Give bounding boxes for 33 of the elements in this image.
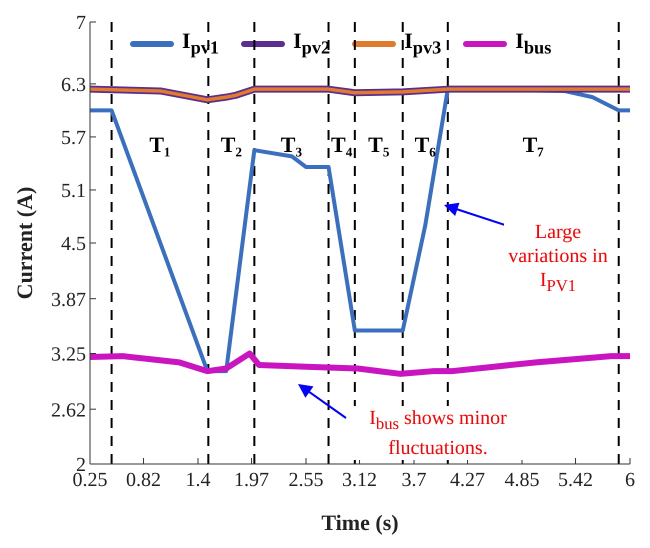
x-tick-label: 3.12 [342,469,378,492]
annotation: T₁ [149,132,171,157]
annotation: T₇ [522,132,544,157]
x-axis-title: Time (s) [321,510,399,535]
annotation: T₅ [368,132,390,157]
y-tick-label: 3.87 [51,288,86,311]
x-tick-label: 3.7 [402,469,426,492]
y-tick-label: 3.25 [51,344,86,366]
annotation: Large variations in I$_{PV1}$ [504,220,612,298]
legend-label: I$_{pv3}$ [404,27,442,60]
y-tick-label: 2.62 [51,399,86,422]
x-tick-label: 6 [625,469,635,492]
y-tick-label: 5.1 [61,180,86,202]
legend-label: I$_{pv2}$ [293,27,330,60]
legend-label: I$_{bus}$ [515,27,552,60]
annotation: I$_{bus}$ shows minor fluctuations. [348,406,528,460]
annotation: T₃ [280,132,302,157]
y-axis-title: Current (A) [12,186,37,300]
x-tick-label: 4.85 [504,469,540,492]
x-tick-label: 2.55 [288,469,324,492]
x-tick-label: 1.97 [234,469,270,492]
annotation: T₂ [220,132,242,157]
y-tick-label: 7 [76,12,86,34]
annotation: T₄ [331,132,353,157]
x-tick-label: 4.27 [450,469,486,492]
y-tick-label: 5.7 [61,127,86,150]
y-tick-label: 6.3 [61,74,86,96]
x-tick-label: 5.42 [558,469,594,492]
legend-label: I$_{pv1}$ [182,27,220,60]
annotation: T₆ [414,132,436,157]
y-tick-label: 4.5 [61,233,86,256]
x-tick-label: 1.4 [186,469,210,492]
x-tick-label: 0.82 [126,469,162,492]
